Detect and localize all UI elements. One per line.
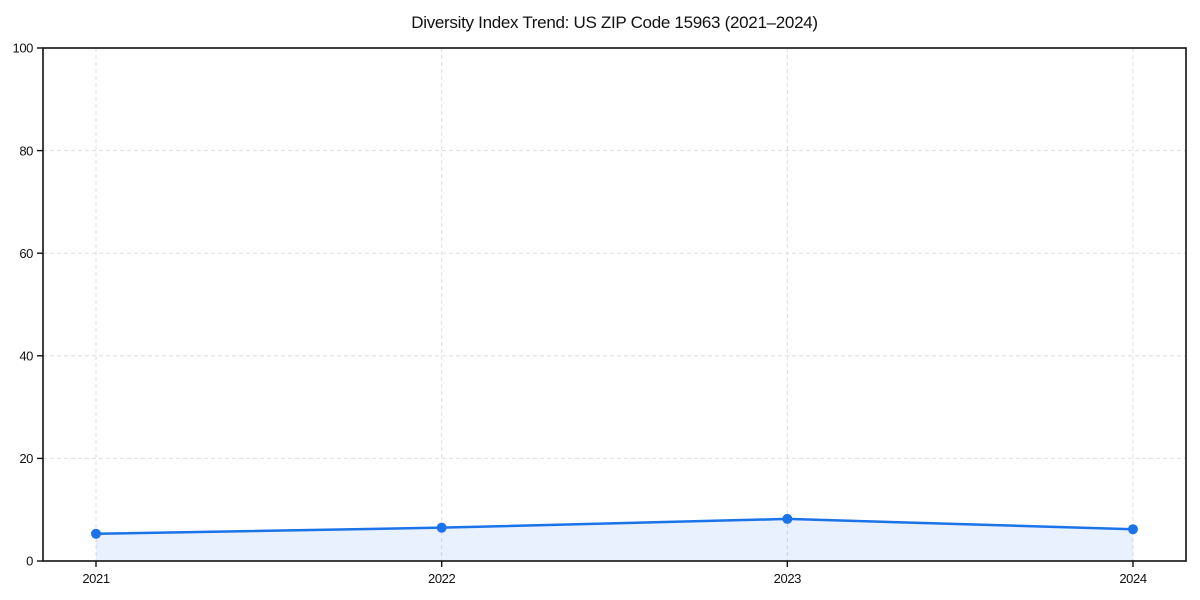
y-tick-label: 60 xyxy=(19,246,33,261)
x-tick-label: 2022 xyxy=(428,571,455,586)
x-tick-label: 2023 xyxy=(774,571,801,586)
data-point-marker xyxy=(436,522,447,533)
y-tick-label: 40 xyxy=(19,348,33,363)
chart-title: Diversity Index Trend: US ZIP Code 15963… xyxy=(411,13,818,32)
data-point-marker xyxy=(782,513,793,524)
x-tick-label: 2024 xyxy=(1119,571,1146,586)
trend-line xyxy=(94,517,1135,536)
data-point-marker xyxy=(91,528,101,539)
plot-border xyxy=(42,47,1187,562)
y-tick-label: 100 xyxy=(13,41,34,56)
x-tick-label: 2021 xyxy=(82,571,109,586)
data-point-marker xyxy=(1128,524,1138,535)
y-tick-label: 80 xyxy=(19,143,33,158)
y-tick-label: 0 xyxy=(26,554,33,569)
y-tick-label: 20 xyxy=(19,451,33,466)
